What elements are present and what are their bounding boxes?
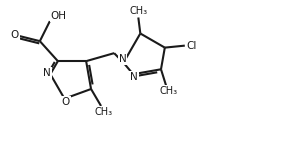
- Text: Cl: Cl: [187, 41, 197, 51]
- Text: CH₃: CH₃: [160, 86, 178, 96]
- Text: N: N: [130, 72, 138, 82]
- Text: O: O: [11, 30, 19, 40]
- Text: OH: OH: [51, 11, 67, 21]
- Text: N: N: [119, 54, 126, 64]
- Text: N: N: [43, 68, 51, 78]
- Text: CH₃: CH₃: [95, 107, 113, 117]
- Text: CH₃: CH₃: [129, 6, 147, 16]
- Text: O: O: [61, 97, 69, 107]
